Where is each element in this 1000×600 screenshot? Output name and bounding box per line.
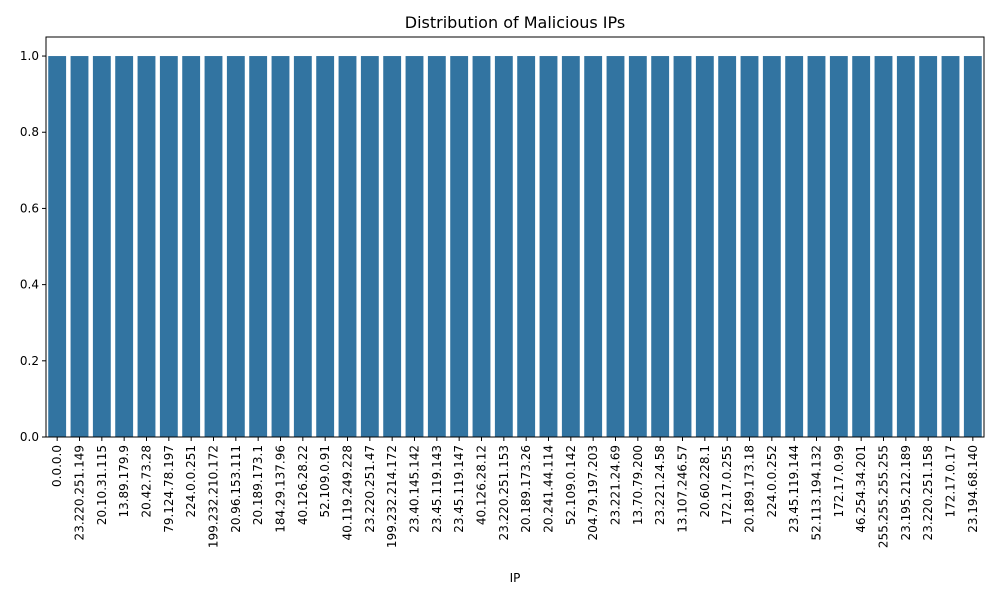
- x-tick-label: 23.45.119.147: [452, 445, 466, 533]
- x-tick-label: 23.220.251.47: [363, 445, 377, 533]
- bar: [450, 56, 469, 438]
- bar: [271, 56, 290, 438]
- x-tick-label: 199.232.210.172: [207, 445, 221, 548]
- bar: [48, 56, 67, 438]
- bar: [182, 56, 201, 438]
- bar: [695, 56, 714, 438]
- x-tick-label: 23.45.119.143: [430, 445, 444, 533]
- x-tick-label: 255.255.255.255: [877, 445, 891, 548]
- bar: [338, 56, 357, 438]
- x-tick-label: 23.194.68.140: [966, 445, 980, 533]
- x-tick-label: 224.0.0.251: [184, 445, 198, 518]
- x-tick-label: 184.29.137.96: [274, 445, 288, 533]
- y-tick-label: 0.4: [20, 278, 39, 292]
- bar: [92, 56, 111, 438]
- x-tick-label: 172.17.0.255: [720, 445, 734, 525]
- x-tick-label: 79.124.78.197: [162, 445, 176, 533]
- x-tick-label: 20.189.173.1: [251, 445, 265, 525]
- y-axis: 0.0 0.2 0.4 0.6 0.8 1.0: [20, 49, 46, 444]
- bar: [852, 56, 871, 438]
- bar: [293, 56, 312, 438]
- bar: [606, 56, 625, 438]
- bar: [159, 56, 178, 438]
- x-tick-label: 46.254.34.201: [854, 445, 868, 533]
- bar: [405, 56, 424, 438]
- x-tick-label: 23.45.119.144: [787, 445, 801, 533]
- bar: [561, 56, 580, 438]
- bar: [673, 56, 692, 438]
- x-tick-label: 204.79.197.203: [586, 445, 600, 540]
- x-tick-label: 20.96.153.111: [229, 445, 243, 533]
- bar: [874, 56, 893, 438]
- bar: [941, 56, 960, 438]
- bar: [807, 56, 826, 438]
- bar: [829, 56, 848, 438]
- bar: [785, 56, 804, 438]
- bar: [316, 56, 335, 438]
- bar: [919, 56, 938, 438]
- x-tick-label: 40.126.28.12: [475, 445, 489, 525]
- chart-title: Distribution of Malicious IPs: [405, 13, 625, 32]
- x-tick-label: 23.220.251.153: [497, 445, 511, 540]
- x-tick-label: 40.119.249.228: [341, 445, 355, 540]
- y-tick-label: 0.6: [20, 201, 39, 215]
- y-tick-label: 0.2: [20, 354, 39, 368]
- bar: [718, 56, 737, 438]
- bar: [427, 56, 446, 438]
- x-axis: 0.0.0.0 23.220.251.149 20.10.31.115 13.89.1…: [50, 437, 980, 548]
- y-tick-label: 0.8: [20, 125, 39, 139]
- x-tick-label: 172.17.0.17: [944, 445, 958, 518]
- x-tick-label: 13.107.246.57: [676, 445, 690, 533]
- bar: [360, 56, 379, 438]
- x-tick-label: 23.195.212.189: [899, 445, 913, 540]
- x-tick-label: 20.10.31.115: [95, 445, 109, 525]
- x-tick-label: 23.221.24.69: [609, 445, 623, 525]
- x-tick-label: 0.0.0.0: [50, 445, 64, 487]
- bar: [137, 56, 156, 438]
- bars-group: [48, 56, 982, 438]
- bar: [539, 56, 558, 438]
- bar: [472, 56, 491, 438]
- bar: [494, 56, 513, 438]
- x-tick-label: 40.126.28.22: [296, 445, 310, 525]
- bar: [628, 56, 647, 438]
- x-tick-label: 20.42.73.28: [140, 445, 154, 518]
- bar: [762, 56, 781, 438]
- x-tick-label: 20.189.173.26: [519, 445, 533, 533]
- x-tick-label: 224.0.0.252: [765, 445, 779, 518]
- x-tick-label: 13.70.79.200: [631, 445, 645, 525]
- x-tick-label: 52.109.0.91: [318, 445, 332, 518]
- y-tick-label: 1.0: [20, 49, 39, 63]
- x-tick-label: 20.60.228.1: [698, 445, 712, 518]
- bar: [70, 56, 89, 438]
- x-tick-label: 20.189.173.18: [743, 445, 757, 533]
- x-tick-label: 199.232.214.172: [385, 445, 399, 548]
- bar: [740, 56, 759, 438]
- plot-frame: [45, 36, 985, 438]
- y-tick-label: 0.0: [20, 430, 39, 444]
- bar: [226, 56, 245, 438]
- bar: [584, 56, 603, 438]
- x-tick-label: 20.241.44.114: [542, 445, 556, 533]
- bar: [383, 56, 402, 438]
- bar: [517, 56, 536, 438]
- bar: [896, 56, 915, 438]
- bar: [963, 56, 982, 438]
- bar: [651, 56, 670, 438]
- bar: [115, 56, 134, 438]
- bar: [204, 56, 223, 438]
- x-tick-label: 172.17.0.99: [832, 445, 846, 518]
- x-tick-label: 13.89.179.9: [117, 445, 131, 518]
- x-tick-label: 23.220.251.149: [73, 445, 87, 540]
- x-tick-label: 23.40.145.142: [408, 445, 422, 533]
- bar: [249, 56, 268, 438]
- x-tick-label: 23.220.251.158: [921, 445, 935, 540]
- x-tick-label: 52.113.194.132: [810, 445, 824, 540]
- x-axis-label: IP: [510, 571, 521, 585]
- x-tick-label: 52.109.0.142: [564, 445, 578, 525]
- x-tick-label: 23.221.24.58: [653, 445, 667, 525]
